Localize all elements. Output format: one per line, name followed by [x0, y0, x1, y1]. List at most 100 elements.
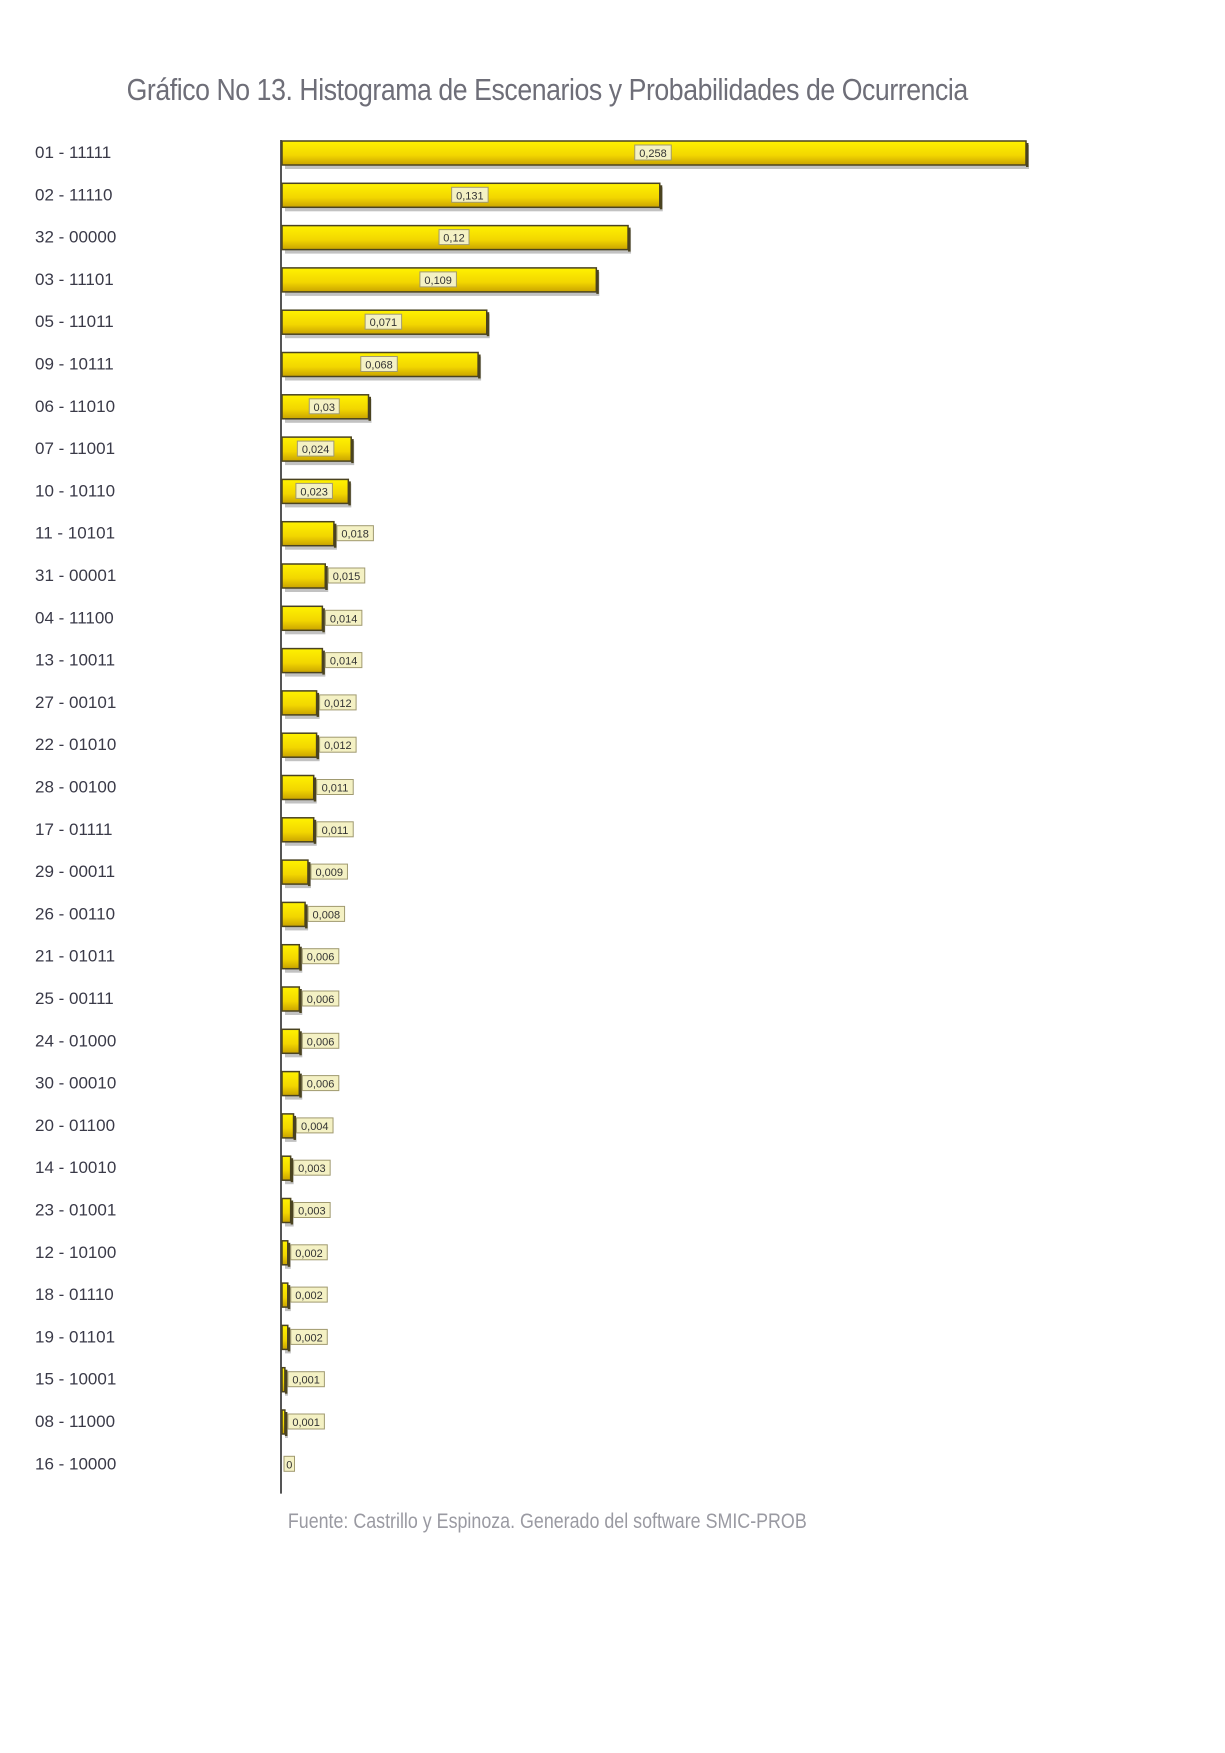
value-label: 0,131	[456, 190, 484, 202]
value-label: 0,12	[443, 233, 464, 245]
bar-edge	[368, 396, 372, 421]
value-label-box	[419, 271, 457, 288]
bar	[281, 520, 335, 547]
bar-edge	[293, 1115, 297, 1140]
category-label: 04 - 11100	[35, 608, 114, 627]
value-label-box	[319, 694, 357, 711]
bar	[281, 817, 315, 843]
value-label: 0	[286, 1459, 292, 1471]
value-label: 0,014	[330, 656, 358, 668]
bar	[281, 1028, 301, 1055]
category-label: 05 - 11011	[35, 312, 114, 331]
value-label: 0,006	[307, 1036, 335, 1048]
value-label-box	[307, 905, 346, 922]
bar	[281, 1155, 292, 1181]
value-label-box	[293, 1202, 331, 1218]
bar	[281, 563, 327, 589]
bar-edge	[287, 1242, 291, 1267]
category-label: 23 - 01001	[35, 1201, 116, 1220]
bar	[281, 901, 306, 928]
category-label: 28 - 00100	[35, 778, 116, 797]
value-label: 0,008	[313, 909, 341, 921]
category-label: 11 - 10101	[35, 524, 115, 543]
bar	[281, 1409, 286, 1435]
category-label: 10 - 10110	[35, 481, 115, 500]
bar	[281, 1282, 289, 1308]
value-label: 0,015	[333, 571, 361, 583]
bar-edge	[348, 481, 351, 506]
category-label: 30 - 00010	[35, 1074, 116, 1093]
category-label: 06 - 11010	[35, 397, 115, 416]
category-label: 01 - 11111	[35, 143, 111, 162]
value-label: 0,006	[307, 994, 335, 1006]
value-label-box	[324, 609, 363, 626]
bar-edge	[287, 1285, 291, 1310]
category-label: 22 - 01010	[35, 735, 116, 754]
value-label: 0,012	[324, 740, 352, 752]
bar	[281, 1070, 301, 1097]
value-label-box	[301, 1032, 340, 1049]
source-footer: Fuente: Castrillo y Espinoza. Generado d…	[287, 1510, 807, 1533]
bar-edge	[313, 819, 317, 844]
value-label-box	[295, 482, 333, 499]
value-label-box	[301, 990, 340, 1007]
category-label: 18 - 01110	[35, 1285, 114, 1304]
value-label-box	[364, 313, 403, 330]
bar	[281, 1197, 292, 1224]
bar-edge	[307, 862, 311, 887]
bar	[281, 1324, 289, 1351]
bar-edge	[299, 1031, 302, 1056]
bar-edge	[290, 1200, 294, 1225]
value-label: 0,006	[307, 952, 335, 964]
category-label: 12 - 10100	[35, 1243, 116, 1262]
bar	[281, 1113, 295, 1139]
category-label: 02 - 11110	[35, 185, 113, 204]
value-label-box	[287, 1413, 325, 1430]
bar	[281, 943, 301, 970]
value-label-box	[301, 948, 340, 965]
bar	[281, 1240, 289, 1266]
bar-edge	[284, 1412, 288, 1436]
bar-edge	[284, 1369, 288, 1394]
value-label-box	[438, 229, 470, 246]
value-label: 0,002	[295, 1332, 323, 1344]
chart-title: Gráfico No 13. Histograma de Escenarios …	[126, 72, 969, 107]
value-label: 0,023	[300, 486, 328, 498]
bar-edge	[287, 1327, 291, 1352]
bar	[281, 774, 315, 801]
bar-edge	[299, 1073, 302, 1098]
value-label: 0,001	[292, 1417, 320, 1429]
value-label: 0,012	[324, 698, 352, 710]
value-label: 0,002	[295, 1290, 323, 1302]
value-label: 0,002	[295, 1248, 323, 1260]
bar-chart: 01 - 11111 0,258 02 - 11110 0,131 32 - 00000…	[35, 140, 1029, 1494]
category-label: 14 - 10010	[35, 1158, 116, 1177]
value-label: 0,024	[302, 444, 330, 456]
category-label: 20 - 01100	[35, 1116, 115, 1135]
category-label: 26 - 00110	[35, 904, 115, 923]
value-label-box	[316, 821, 354, 838]
value-label-box	[293, 1159, 331, 1176]
value-label-box	[327, 567, 366, 584]
bar-edge	[351, 439, 354, 464]
value-label-box	[310, 863, 348, 880]
bar-edge	[290, 1158, 294, 1183]
bar-edge	[313, 777, 317, 802]
value-label-box	[296, 440, 335, 457]
bar-edge	[596, 269, 599, 294]
value-label: 0,003	[298, 1206, 326, 1218]
category-label: 31 - 00001	[35, 566, 116, 585]
category-label: 17 - 01111	[35, 820, 113, 839]
value-label: 0,011	[322, 783, 349, 795]
value-label: 0,003	[298, 1163, 326, 1175]
bar-edge	[299, 989, 302, 1013]
value-label-box	[290, 1244, 328, 1261]
bar-edge	[305, 904, 308, 929]
category-label: 16 - 10000	[35, 1454, 116, 1473]
bar-edge	[659, 185, 663, 210]
category-label: 21 - 01011	[35, 947, 115, 966]
value-label: 0,001	[292, 1375, 320, 1387]
value-label: 0,068	[365, 360, 393, 372]
bar	[281, 859, 309, 885]
value-label-box	[296, 1117, 334, 1134]
